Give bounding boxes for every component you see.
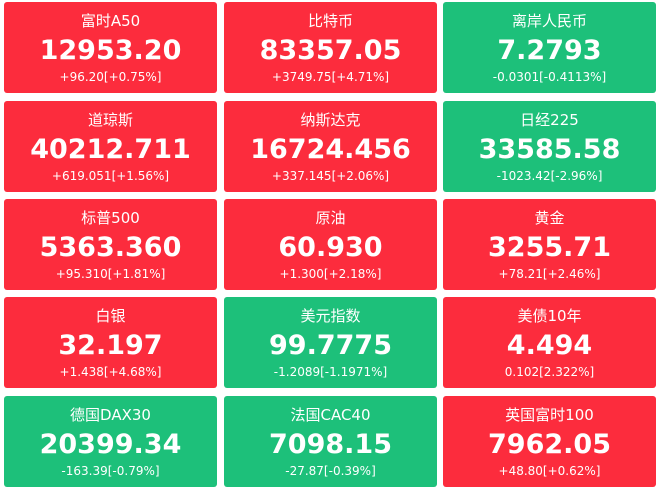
tile-price: 20399.34: [39, 429, 182, 460]
market-tile[interactable]: 离岸人民币 7.2793 -0.0301[-0.4113%]: [443, 2, 656, 93]
tile-change: +3749.75[+4.71%]: [271, 70, 390, 84]
tile-change: +619.051[+1.56%]: [51, 169, 170, 183]
tile-price: 5363.360: [39, 232, 182, 263]
tile-name: 白银: [95, 307, 126, 325]
tile-change: -27.87[-0.39%]: [285, 464, 376, 478]
tile-price: 12953.20: [39, 35, 182, 66]
market-tile[interactable]: 美元指数 99.7775 -1.2089[-1.1971%]: [224, 297, 437, 388]
tile-change: 0.102[2.322%]: [504, 365, 595, 379]
tile-price: 3255.71: [488, 232, 611, 263]
market-tile[interactable]: 道琼斯 40212.711 +619.051[+1.56%]: [4, 101, 217, 192]
tile-change: +78.21[+2.46%]: [498, 267, 601, 281]
tile-name: 富时A50: [80, 12, 141, 30]
tile-change: -1.2089[-1.1971%]: [273, 365, 388, 379]
tile-change: -0.0301[-0.4113%]: [492, 70, 607, 84]
tile-name: 英国富时100: [505, 406, 594, 424]
tile-change: -163.39[-0.79%]: [61, 464, 160, 478]
tile-change: +1.438[+4.68%]: [59, 365, 162, 379]
tile-change: +1.300[+2.18%]: [279, 267, 382, 281]
tile-price: 99.7775: [269, 330, 392, 361]
market-tile[interactable]: 美债10年 4.494 0.102[2.322%]: [443, 297, 656, 388]
market-tile[interactable]: 富时A50 12953.20 +96.20[+0.75%]: [4, 2, 217, 93]
tile-change: +96.20[+0.75%]: [59, 70, 162, 84]
market-tile[interactable]: 英国富时100 7962.05 +48.80[+0.62%]: [443, 396, 656, 487]
tile-name: 原油: [315, 209, 346, 227]
tile-name: 美元指数: [300, 307, 361, 325]
tile-change: +337.145[+2.06%]: [271, 169, 390, 183]
market-tile[interactable]: 标普500 5363.360 +95.310[+1.81%]: [4, 199, 217, 290]
tile-name: 日经225: [520, 111, 579, 129]
tile-name: 道琼斯: [87, 111, 133, 129]
market-tile[interactable]: 纳斯达克 16724.456 +337.145[+2.06%]: [224, 101, 437, 192]
tile-name: 标普500: [81, 209, 140, 227]
tile-change: +95.310[+1.81%]: [55, 267, 166, 281]
tile-price: 7.2793: [497, 35, 602, 66]
tile-price: 7098.15: [269, 429, 392, 460]
tile-price: 60.930: [278, 232, 383, 263]
tile-price: 16724.456: [250, 134, 411, 165]
tile-price: 7962.05: [488, 429, 611, 460]
market-tile[interactable]: 法国CAC40 7098.15 -27.87[-0.39%]: [224, 396, 437, 487]
tile-price: 32.197: [58, 330, 163, 361]
tile-change: +48.80[+0.62%]: [498, 464, 601, 478]
tile-name: 美债10年: [517, 307, 582, 325]
tile-name: 纳斯达克: [300, 111, 361, 129]
tile-name: 德国DAX30: [70, 406, 151, 424]
tile-price: 33585.58: [478, 134, 621, 165]
market-tile[interactable]: 黄金 3255.71 +78.21[+2.46%]: [443, 199, 656, 290]
tile-name: 离岸人民币: [511, 12, 587, 30]
tile-price: 40212.711: [30, 134, 191, 165]
tile-price: 4.494: [506, 330, 593, 361]
market-tile[interactable]: 原油 60.930 +1.300[+2.18%]: [224, 199, 437, 290]
market-tile[interactable]: 德国DAX30 20399.34 -163.39[-0.79%]: [4, 396, 217, 487]
tile-change: -1023.42[-2.96%]: [496, 169, 603, 183]
market-tile[interactable]: 比特币 83357.05 +3749.75[+4.71%]: [224, 2, 437, 93]
tile-price: 83357.05: [259, 35, 402, 66]
tile-name: 黄金: [534, 209, 565, 227]
market-tile[interactable]: 日经225 33585.58 -1023.42[-2.96%]: [443, 101, 656, 192]
market-tile[interactable]: 白银 32.197 +1.438[+4.68%]: [4, 297, 217, 388]
tile-name: 法国CAC40: [290, 406, 371, 424]
tile-name: 比特币: [307, 12, 353, 30]
